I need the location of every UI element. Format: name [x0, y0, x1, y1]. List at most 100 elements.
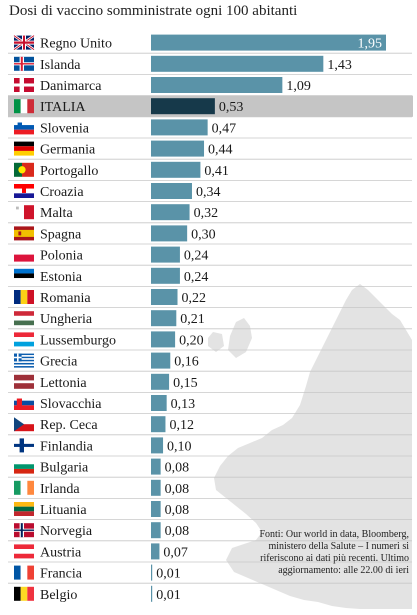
value-label: 0,07	[163, 545, 188, 560]
chart-row: Belgio 0,01	[14, 585, 181, 603]
value-label: 1,95	[358, 37, 383, 52]
chart-row: Spagna 0,30	[8, 225, 412, 245]
bar	[151, 55, 324, 72]
value-label: 0,08	[165, 524, 190, 539]
chart-row: Croazia 0,34	[8, 183, 412, 203]
bar	[151, 289, 178, 305]
chart-row: Estonia 0,24	[8, 267, 412, 287]
chart-row: Danimarca 1,09	[8, 77, 412, 96]
europe-map-background	[208, 284, 412, 609]
chart-row: Lussemburgo 0,20	[8, 331, 412, 351]
country-label: Slovacchia	[40, 397, 102, 412]
country-flag	[14, 78, 34, 92]
austria-flag	[14, 544, 34, 559]
country-label: Francia	[40, 567, 83, 582]
country-label: Lettonia	[40, 376, 87, 391]
chart-row: Francia 0,01	[8, 564, 412, 584]
chart-row: Regno Unito 1,95	[8, 34, 412, 54]
country-label: Rep. Ceca	[40, 418, 98, 433]
croatia-flag	[14, 184, 34, 198]
bar	[151, 416, 166, 433]
spain-flag	[14, 226, 34, 241]
country-flag	[14, 565, 34, 580]
value-label: 0,08	[165, 503, 190, 518]
country-flag	[14, 586, 34, 601]
bar	[151, 331, 176, 348]
italy-flag	[14, 99, 34, 114]
chart-row: Austria 0,07	[8, 543, 412, 563]
greece-flag	[14, 353, 34, 368]
country-flag	[14, 544, 34, 559]
chart-row: Ungheria 0,21	[8, 310, 412, 330]
country-label: Belgio	[40, 588, 77, 603]
denmark-flag	[14, 78, 34, 92]
country-label: ITALIA	[40, 100, 86, 115]
country-label: Regno Unito	[40, 37, 112, 52]
iceland-flag	[14, 56, 34, 71]
value-label: 0,01	[156, 567, 181, 582]
uk-flag	[13, 34, 35, 51]
czech-flag	[14, 417, 34, 432]
value-label: 0,15	[173, 376, 198, 391]
bar	[151, 437, 164, 454]
value-label: 0,30	[191, 227, 216, 242]
country-flag	[14, 480, 34, 495]
country-label: Romania	[40, 291, 91, 306]
luxembourg-flag	[14, 332, 34, 347]
france-flag	[14, 565, 34, 580]
bar	[151, 225, 188, 242]
value-label: 1,43	[327, 58, 352, 73]
value-label: 0,44	[208, 143, 233, 158]
norway-flag	[14, 523, 34, 538]
chart-title: Dosi di vaccino somministrate ogni 100 a…	[9, 3, 298, 19]
bar	[151, 501, 161, 517]
chart-row: Finlandia 0,10	[8, 437, 412, 457]
bar	[151, 479, 161, 496]
country-flag	[14, 332, 34, 347]
chart-row: Portogallo 0,41	[8, 161, 412, 181]
country-flag	[14, 396, 34, 410]
bar	[151, 98, 215, 115]
country-label: Lussemburgo	[40, 333, 116, 348]
country-label: Spagna	[40, 227, 82, 242]
value-label: 0,16	[174, 355, 199, 370]
chart-row: Romania 0,22	[8, 289, 412, 309]
latvia-flag	[14, 374, 34, 389]
country-label: Norvegia	[40, 524, 93, 539]
bar	[151, 204, 190, 221]
chart-row: Lettonia 0,15	[8, 373, 412, 393]
chart-row: Germania 0,44	[8, 140, 412, 160]
bar	[151, 246, 180, 263]
chart-row: Lituania 0,08	[8, 501, 412, 520]
country-flag	[13, 34, 35, 51]
chart-row-highlighted: ITALIA 0,53	[8, 95, 413, 118]
bar	[151, 183, 192, 199]
lithuania-flag	[14, 502, 34, 516]
value-label: 0,10	[167, 439, 192, 454]
bar	[151, 543, 160, 560]
bar	[151, 522, 161, 539]
value-label: 0,01	[156, 588, 181, 603]
chart-row: Norvegia 0,08	[8, 522, 412, 542]
bar	[151, 119, 208, 136]
country-flag	[14, 141, 34, 156]
chart-row: Rep. Ceca 0,12	[8, 416, 412, 436]
country-flag	[14, 374, 34, 389]
bar	[151, 161, 201, 178]
country-flag	[14, 56, 34, 71]
country-flag	[14, 184, 34, 198]
country-flag	[14, 459, 34, 474]
country-flag	[14, 120, 34, 135]
chart-row: Grecia 0,16	[8, 352, 412, 372]
chart-row: Malta 0,32	[8, 204, 412, 224]
bar	[151, 34, 386, 51]
hungary-flag	[14, 311, 34, 326]
country-label: Slovenia	[40, 121, 90, 136]
value-label: 0,12	[169, 418, 194, 433]
country-flag	[14, 438, 34, 453]
country-label: Grecia	[40, 355, 78, 370]
ireland-flag	[14, 480, 34, 495]
value-label: 0,22	[182, 291, 207, 306]
